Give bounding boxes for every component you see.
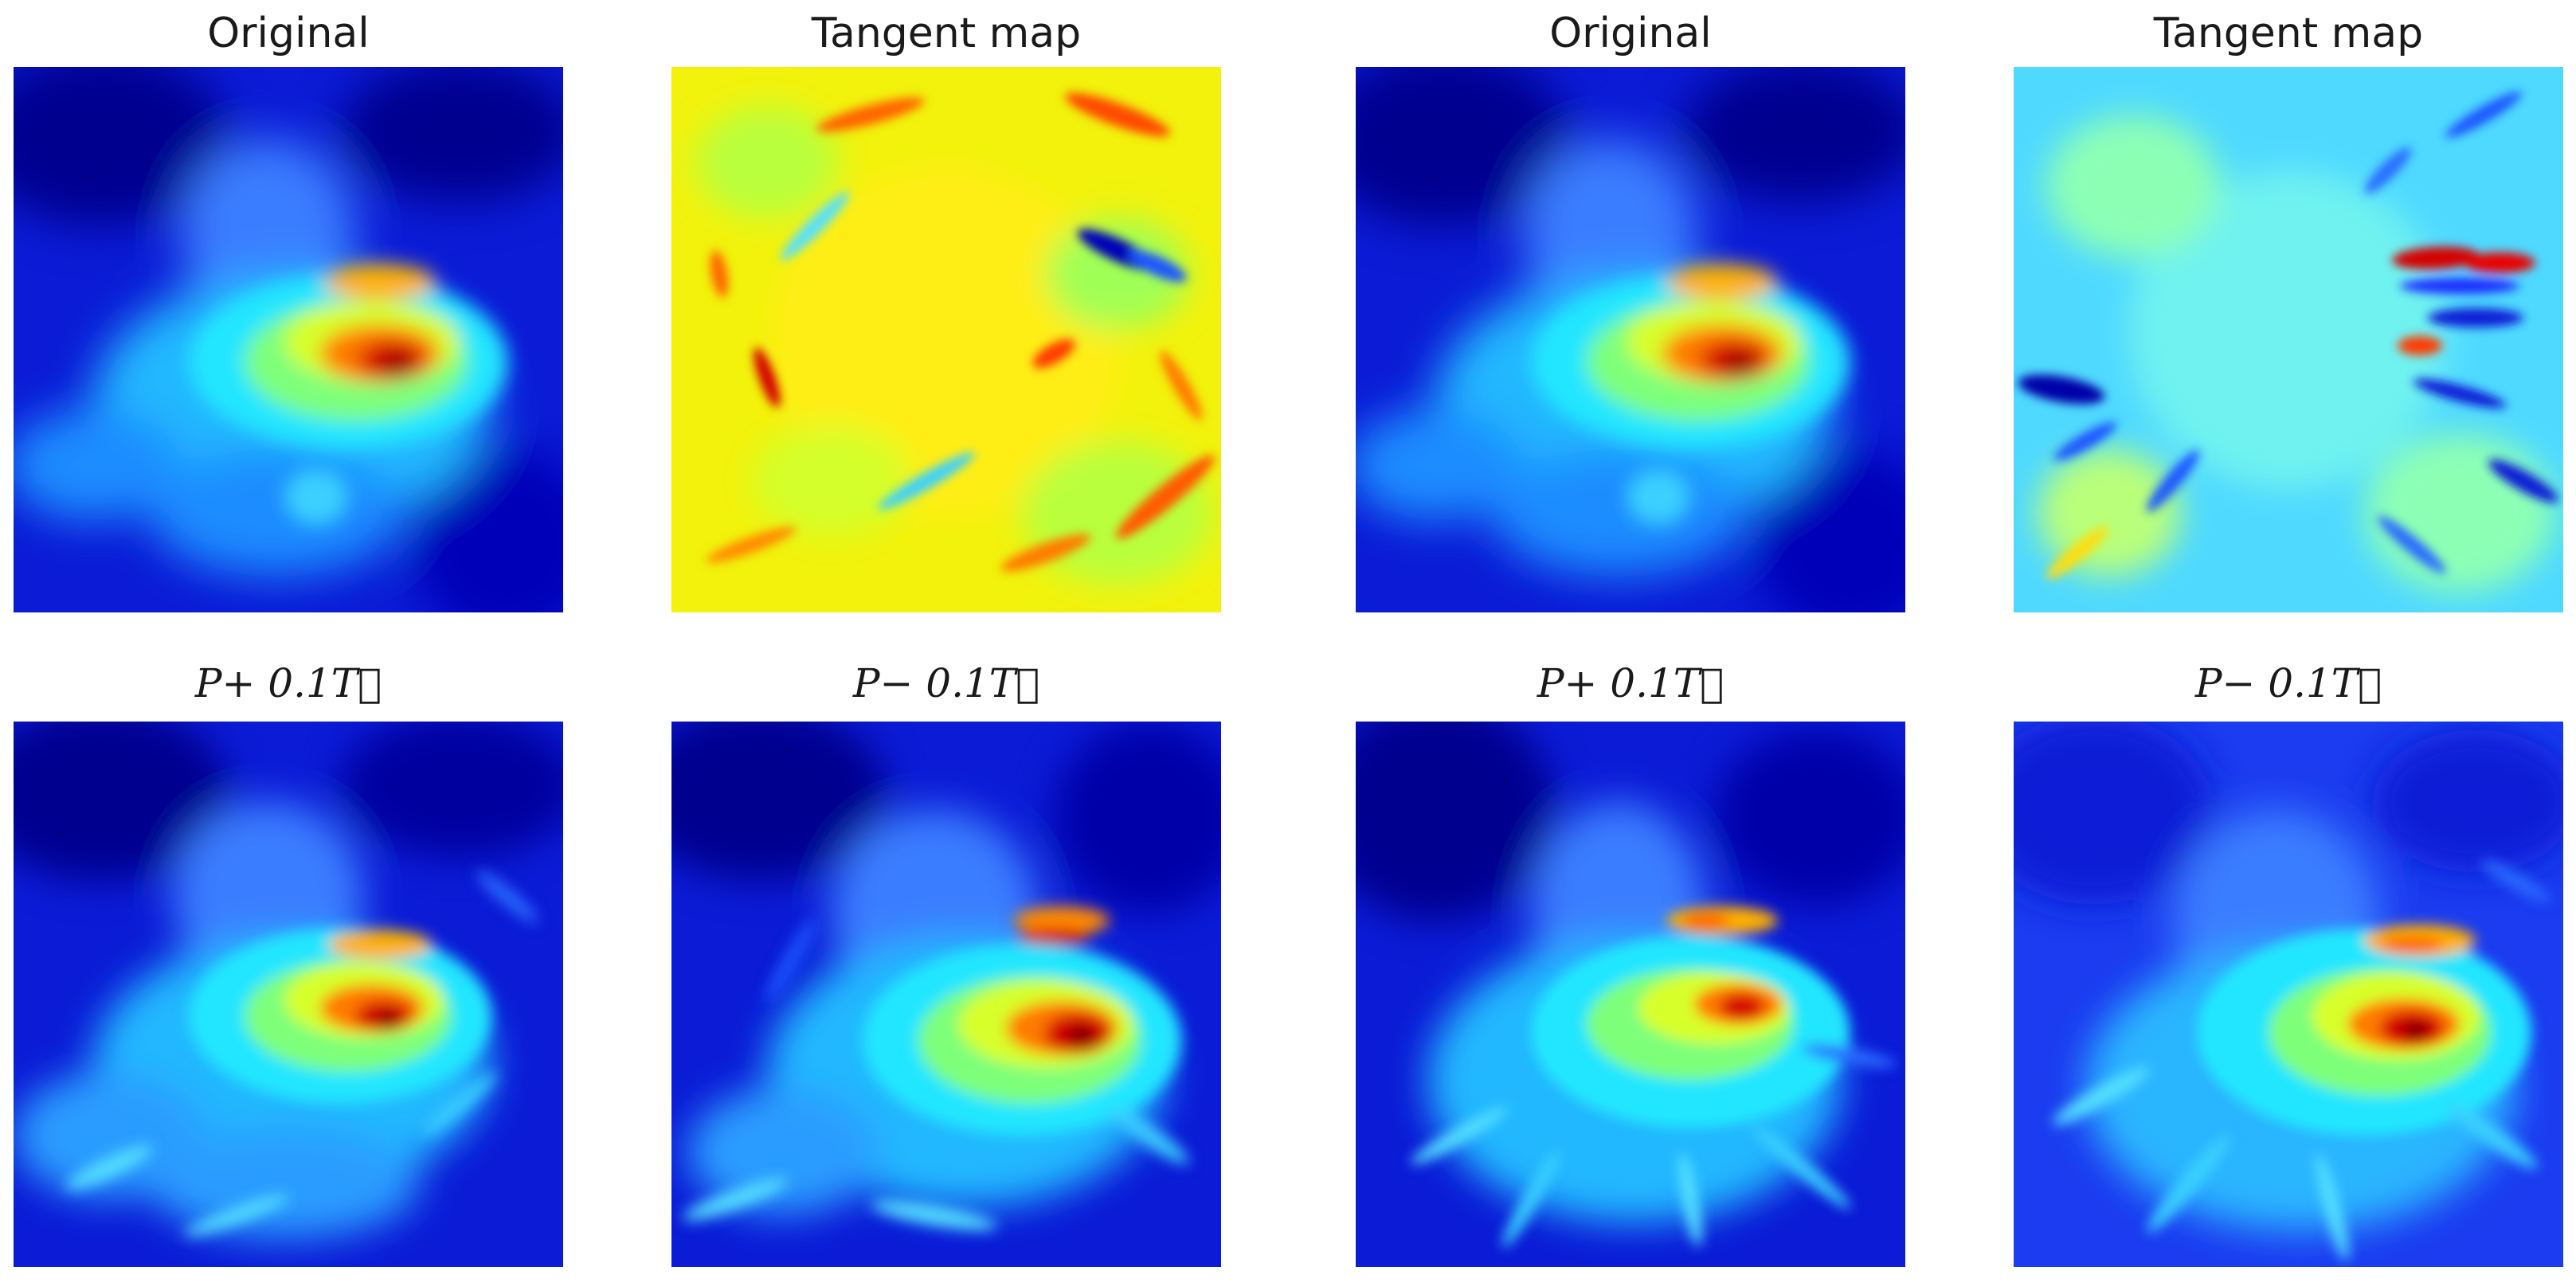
original-heatmap-image	[14, 67, 563, 612]
perturbed-minus-heatmap-image	[671, 722, 1221, 1267]
panel-title: P+ 0.1T⃗	[1537, 660, 1725, 706]
tangent-map-heatmap-image	[671, 67, 1221, 612]
panel-title: P− 0.1T⃗	[852, 660, 1040, 706]
perturbed-plus-heatmap-image	[1356, 722, 1905, 1267]
panel-title: Tangent map	[2153, 10, 2424, 57]
panel-title: P+ 0.1T⃗	[194, 660, 382, 706]
panel-title: Original	[207, 10, 370, 57]
perturbed-minus-heatmap-image	[2014, 722, 2563, 1267]
panel-title: P− 0.1T⃗	[2194, 660, 2382, 706]
perturbed-plus-heatmap-image	[14, 722, 563, 1267]
panel-title: Tangent map	[811, 10, 1082, 57]
original-heatmap-image	[1356, 67, 1905, 612]
panel-title: Original	[1549, 10, 1712, 57]
tangent-map-heatmap-image	[2014, 67, 2563, 612]
